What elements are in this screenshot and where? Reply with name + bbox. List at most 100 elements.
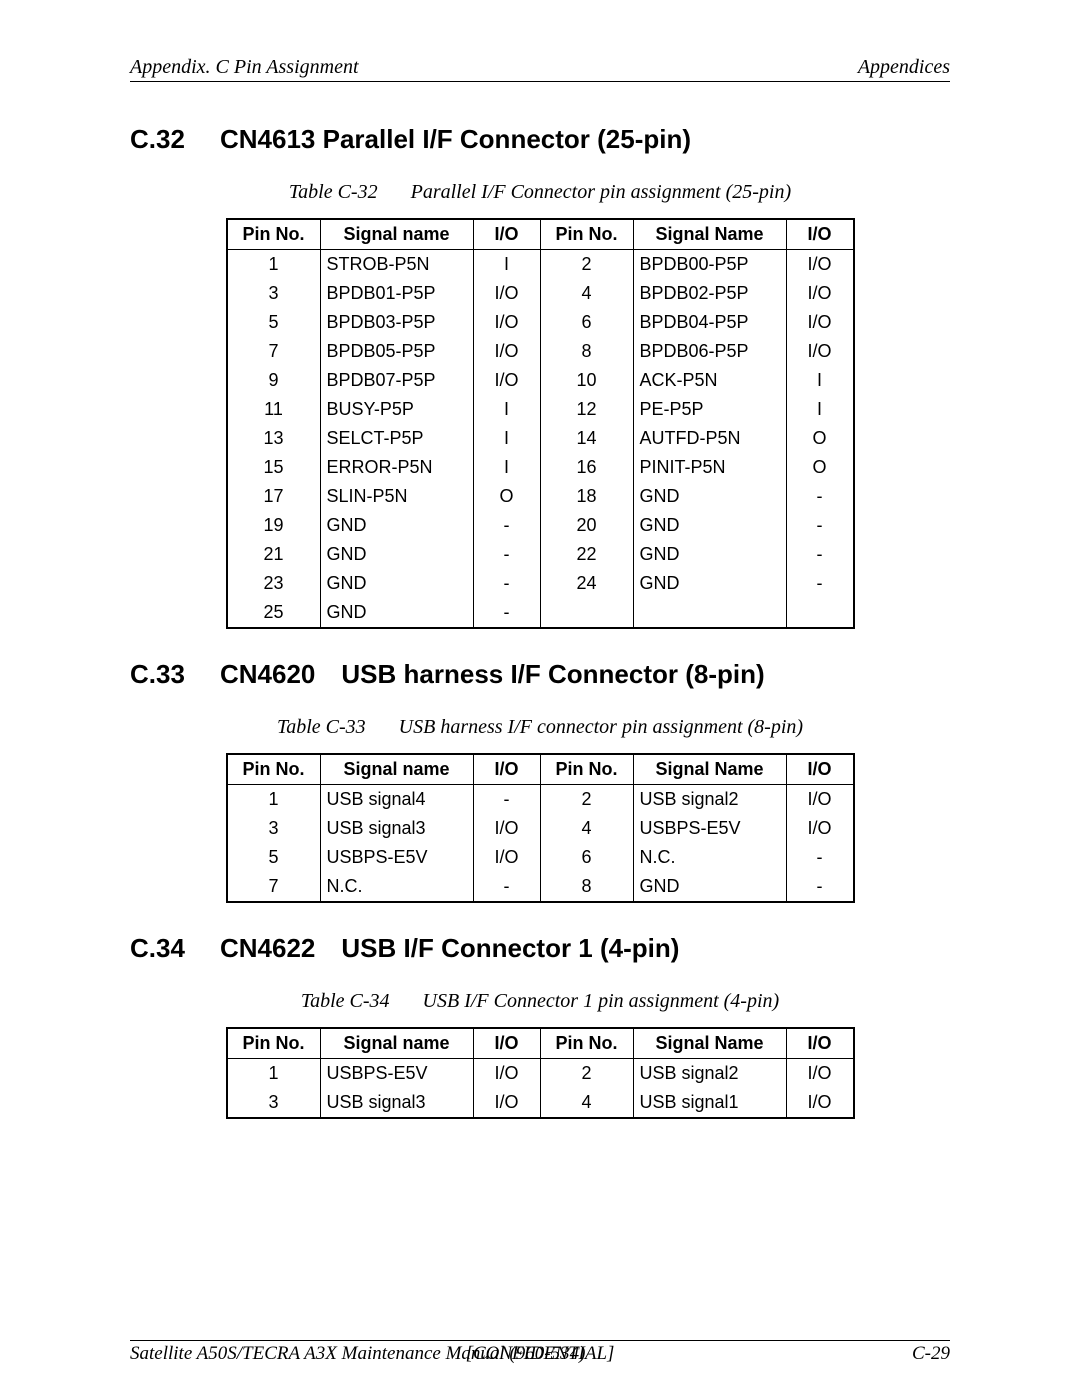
section-title: CN4622 USB I/F Connector 1 (4-pin) [220, 933, 679, 964]
running-foot: Satellite A50S/TECRA A3X Maintenance Man… [130, 1340, 950, 1365]
table-cell: ERROR-P5N [320, 453, 473, 482]
table-cell: 2 [540, 785, 633, 815]
table-cell: GND [320, 511, 473, 540]
table-cell: 3 [227, 814, 321, 843]
table-cell: - [473, 511, 540, 540]
table-row: 19GND-20GND- [227, 511, 854, 540]
table-cell: I [473, 424, 540, 453]
pin-table-c33: Pin No.Signal nameI/OPin No.Signal NameI… [226, 753, 855, 903]
table-cell: - [786, 511, 854, 540]
table-cell: 19 [227, 511, 321, 540]
table-cell: 1 [227, 1059, 321, 1089]
table-cell: O [473, 482, 540, 511]
caption-text: Parallel I/F Connector pin assignment (2… [411, 181, 792, 203]
table-row: 9BPDB07-P5PI/O10ACK-P5NI [227, 366, 854, 395]
table-row: 17SLIN-P5NO18GND- [227, 482, 854, 511]
table-cell: 5 [227, 308, 321, 337]
table-row: 7N.C.-8GND- [227, 872, 854, 902]
table-cell: - [473, 569, 540, 598]
table-cell: I/O [473, 366, 540, 395]
table-cell: BPDB02-P5P [633, 279, 786, 308]
table-cell: 11 [227, 395, 321, 424]
table-cell: USBPS-E5V [320, 843, 473, 872]
table-cell: 3 [227, 1088, 321, 1118]
table-cell: 8 [540, 337, 633, 366]
header-right: Appendices [858, 56, 950, 79]
table-cell [633, 598, 786, 628]
table-row: 1USB signal4-2USB signal2I/O [227, 785, 854, 815]
column-header: Signal Name [633, 1028, 786, 1059]
caption-text: USB I/F Connector 1 pin assignment (4-pi… [423, 990, 780, 1012]
column-header: I/O [473, 219, 540, 250]
table-cell: SLIN-P5N [320, 482, 473, 511]
table-row: 13SELCT-P5PI14AUTFD-P5NO [227, 424, 854, 453]
table-cell: N.C. [633, 843, 786, 872]
column-header: Signal Name [633, 219, 786, 250]
table-cell: BUSY-P5P [320, 395, 473, 424]
table-cell: I/O [473, 337, 540, 366]
table-cell: 21 [227, 540, 321, 569]
table-cell: 22 [540, 540, 633, 569]
table-cell: GND [633, 569, 786, 598]
section-number: C.33 [130, 659, 220, 690]
table-cell: - [473, 598, 540, 628]
table-cell: 16 [540, 453, 633, 482]
column-header: Pin No. [540, 1028, 633, 1059]
table-row: 5BPDB03-P5PI/O6BPDB04-P5PI/O [227, 308, 854, 337]
table-cell: PINIT-P5N [633, 453, 786, 482]
table-row: 21GND-22GND- [227, 540, 854, 569]
table-cell: - [786, 843, 854, 872]
section-heading-c32: C.32 CN4613 Parallel I/F Connector (25-p… [130, 124, 950, 155]
table-cell: - [786, 540, 854, 569]
caption-text: USB harness I/F connector pin assignment… [399, 716, 803, 738]
section-number: C.32 [130, 124, 220, 155]
table-cell: - [473, 872, 540, 902]
table-cell: 23 [227, 569, 321, 598]
table-cell: USB signal2 [633, 785, 786, 815]
table-cell: - [473, 540, 540, 569]
column-header: I/O [473, 1028, 540, 1059]
table-cell: 13 [227, 424, 321, 453]
table-cell [786, 598, 854, 628]
table-cell: 8 [540, 872, 633, 902]
table-row: 5USBPS-E5VI/O6N.C.- [227, 843, 854, 872]
section-title: CN4620 USB harness I/F Connector (8-pin) [220, 659, 765, 690]
table-cell: I/O [786, 337, 854, 366]
table-cell: I/O [473, 308, 540, 337]
column-header: Signal Name [633, 754, 786, 785]
column-header: Pin No. [540, 754, 633, 785]
table-cell: 4 [540, 814, 633, 843]
table-cell: 24 [540, 569, 633, 598]
table-cell: STROB-P5N [320, 250, 473, 280]
table-cell: USB signal4 [320, 785, 473, 815]
table-cell: 2 [540, 250, 633, 280]
table-cell: USB signal2 [633, 1059, 786, 1089]
column-header: Pin No. [227, 1028, 321, 1059]
table-cell: BPDB06-P5P [633, 337, 786, 366]
section-number: C.34 [130, 933, 220, 964]
table-cell: USB signal3 [320, 1088, 473, 1118]
table-cell: I/O [786, 308, 854, 337]
table-cell: - [473, 785, 540, 815]
table-caption-c33: Table C-33 USB harness I/F connector pin… [130, 716, 950, 739]
table-cell: PE-P5P [633, 395, 786, 424]
table-cell: BPDB01-P5P [320, 279, 473, 308]
table-cell: 15 [227, 453, 321, 482]
table-cell: 9 [227, 366, 321, 395]
table-row: 15ERROR-P5NI16PINIT-P5NO [227, 453, 854, 482]
pin-table-c34: Pin No.Signal nameI/OPin No.Signal NameI… [226, 1027, 855, 1119]
caption-number: Table C-34 [301, 990, 390, 1012]
table-cell: GND [633, 872, 786, 902]
table-cell: 25 [227, 598, 321, 628]
table-cell: I/O [473, 1088, 540, 1118]
caption-number: Table C-32 [289, 181, 378, 203]
column-header: Pin No. [540, 219, 633, 250]
column-header: Pin No. [227, 754, 321, 785]
table-cell: N.C. [320, 872, 473, 902]
column-header: Signal name [320, 1028, 473, 1059]
table-cell: 18 [540, 482, 633, 511]
table-cell: I/O [786, 785, 854, 815]
header-left: Appendix. C Pin Assignment [130, 56, 359, 79]
table-cell: 12 [540, 395, 633, 424]
column-header: I/O [473, 754, 540, 785]
